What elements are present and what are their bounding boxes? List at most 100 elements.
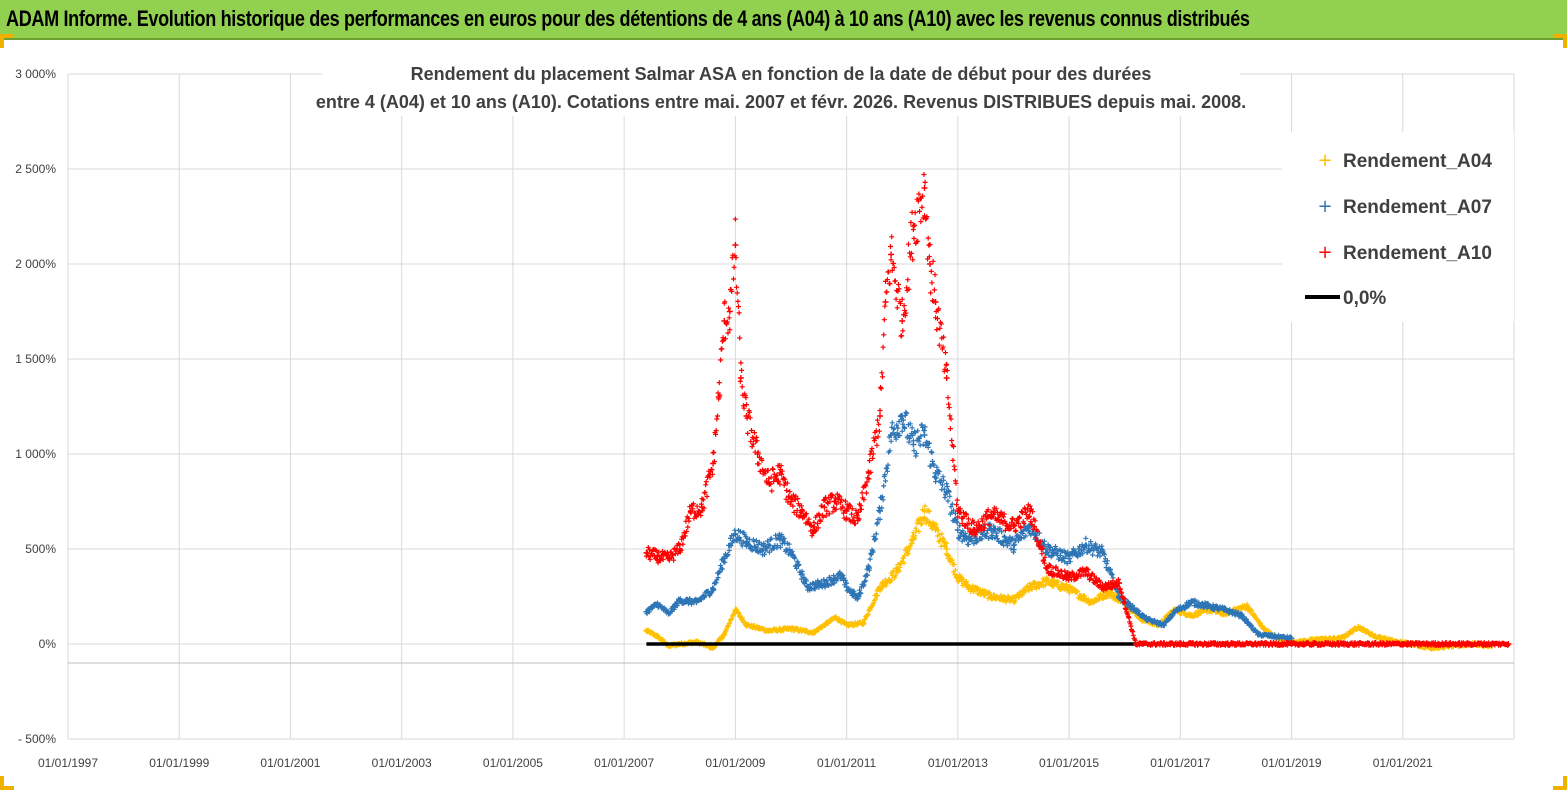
data-point-a07 xyxy=(1188,599,1195,606)
corner-marker-bottom-right xyxy=(1553,776,1567,790)
data-point-a10 xyxy=(1010,523,1017,530)
legend: + Rendement_A04 + Rendement_A07 + Rendem… xyxy=(1282,132,1514,322)
data-point-a07 xyxy=(1099,549,1106,556)
data-point-a07 xyxy=(693,599,700,606)
series-a07 xyxy=(643,409,1295,642)
chart-title-line-1: Rendement du placement Salmar ASA en fon… xyxy=(411,64,1152,84)
data-point-a04 xyxy=(1355,623,1362,630)
data-point-a07 xyxy=(1171,608,1178,615)
data-point-a07 xyxy=(877,508,883,514)
data-point-a10 xyxy=(1344,641,1351,647)
data-point-a07 xyxy=(732,530,739,537)
x-tick-label: 01/01/2011 xyxy=(817,756,876,770)
data-point-a04 xyxy=(966,584,972,590)
data-point-a04 xyxy=(654,633,661,640)
data-point-a10 xyxy=(888,251,895,258)
x-tick-label: 01/01/2007 xyxy=(594,756,654,770)
data-point-a10 xyxy=(1132,641,1139,647)
data-point-a07 xyxy=(1143,616,1150,623)
data-point-a10 xyxy=(799,508,806,514)
data-point-a04 xyxy=(1010,597,1017,604)
data-point-a07 xyxy=(1238,612,1245,619)
data-point-a10 xyxy=(1027,508,1034,514)
data-point-a10 xyxy=(821,504,828,511)
data-point-a10 xyxy=(721,318,728,324)
data-point-a04 xyxy=(1260,625,1267,632)
data-point-a10 xyxy=(971,527,978,533)
x-tick-label: 01/01/2001 xyxy=(260,756,320,770)
y-tick-label: 2 000% xyxy=(15,257,56,271)
legend-label-zero: 0,0% xyxy=(1343,288,1386,309)
data-point-a10 xyxy=(1505,641,1512,647)
legend-label-a04: Rendement_A04 xyxy=(1343,151,1492,172)
data-point-a10 xyxy=(1066,574,1073,581)
data-point-a07 xyxy=(654,601,661,608)
data-point-a04 xyxy=(1066,585,1073,592)
data-point-a04 xyxy=(743,622,750,628)
legend-label-a07: Rendement_A07 xyxy=(1343,197,1492,218)
data-point-a10 xyxy=(865,470,872,476)
data-point-a07 xyxy=(865,565,872,571)
data-point-a07 xyxy=(932,470,939,476)
data-point-a07 xyxy=(910,441,917,448)
data-point-a04 xyxy=(710,644,717,651)
y-tick-label: 1 000% xyxy=(15,447,56,461)
corner-marker-top-left xyxy=(0,34,14,48)
data-point-a10 xyxy=(754,451,761,457)
data-point-a10 xyxy=(710,460,717,467)
legend-marker-a04: + xyxy=(1317,150,1332,171)
report-title: ADAM Informe. Evolution historique des p… xyxy=(6,6,1250,31)
x-tick-label: 01/01/2005 xyxy=(483,756,543,770)
data-point-a07 xyxy=(743,538,750,545)
data-point-a07 xyxy=(788,549,794,556)
data-point-a10 xyxy=(676,546,683,552)
data-point-a10 xyxy=(832,498,839,505)
legend-marker-a07: + xyxy=(1317,196,1332,217)
data-point-a07 xyxy=(1205,603,1212,609)
report-banner: ADAM Informe. Evolution historique des p… xyxy=(0,0,1567,40)
data-point-a04 xyxy=(788,625,794,632)
data-point-a10 xyxy=(1116,580,1123,587)
data-point-a10 xyxy=(921,185,928,191)
data-point-a10 xyxy=(732,242,739,248)
data-point-a10 xyxy=(665,555,672,562)
data-point-a07 xyxy=(710,585,717,592)
data-point-a04 xyxy=(810,629,817,636)
data-point-a10 xyxy=(1099,584,1106,590)
data-point-a10 xyxy=(988,511,995,518)
data-point-a10 xyxy=(954,508,961,514)
data-point-a10 xyxy=(882,299,889,305)
data-point-a04 xyxy=(1027,584,1034,590)
series-layer xyxy=(643,172,1512,652)
chart-title: Rendement du placement Salmar ASA en fon… xyxy=(316,58,1246,116)
data-point-a10 xyxy=(1043,565,1050,571)
data-point-a04 xyxy=(988,593,995,600)
data-point-a10 xyxy=(1455,641,1462,647)
data-point-a07 xyxy=(1066,555,1073,562)
data-point-a07 xyxy=(988,527,995,533)
data-point-a10 xyxy=(899,318,906,324)
data-point-a04 xyxy=(843,622,850,628)
legend-marker-a10: + xyxy=(1317,242,1332,263)
data-point-a07 xyxy=(838,572,845,579)
data-point-a07 xyxy=(854,595,861,602)
data-point-a10 xyxy=(877,413,883,419)
title-background xyxy=(322,58,1240,116)
data-point-a07 xyxy=(1271,633,1278,640)
y-tick-label: - 500% xyxy=(18,732,56,746)
data-point-a04 xyxy=(932,527,939,533)
data-point-a10 xyxy=(788,498,794,505)
y-tick-label: 2 500% xyxy=(15,162,56,176)
data-point-a07 xyxy=(921,432,928,438)
x-tick-label: 01/01/1999 xyxy=(149,756,209,770)
corner-marker-bottom-left xyxy=(0,776,14,790)
data-point-a10 xyxy=(715,394,722,400)
legend-label-a10: Rendement_A10 xyxy=(1343,243,1492,264)
x-tick-label: 01/01/2009 xyxy=(705,756,765,770)
data-point-a04 xyxy=(921,508,928,514)
data-point-a07 xyxy=(776,536,783,543)
data-point-a07 xyxy=(1010,542,1017,549)
data-point-a10 xyxy=(765,479,772,486)
data-point-a07 xyxy=(1160,622,1167,628)
